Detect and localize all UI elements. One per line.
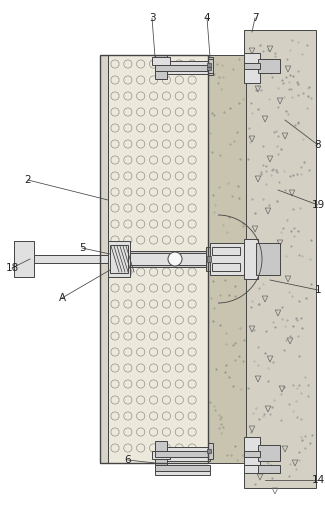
Bar [130,253,208,265]
Bar [258,445,280,461]
Text: 8: 8 [315,140,321,150]
Bar [207,449,211,453]
Bar [34,255,110,263]
Bar [207,67,211,70]
Bar [212,263,240,271]
Bar [155,441,167,465]
Bar [207,63,211,67]
Bar [152,57,170,65]
Bar [155,451,210,457]
Text: 1: 1 [315,285,321,295]
Bar [155,465,210,471]
Bar [256,243,280,275]
Bar [212,247,240,255]
Bar [100,55,208,463]
Bar [244,451,260,457]
Bar [130,251,208,267]
Bar [208,57,213,59]
Text: 14: 14 [311,475,325,485]
Bar [244,239,258,279]
Bar [155,447,210,451]
Text: A: A [58,293,66,303]
Bar [244,465,260,473]
Bar [110,245,128,273]
Bar [155,65,210,71]
Bar [244,30,316,488]
Circle shape [168,252,182,266]
Text: 19: 19 [311,200,325,210]
Text: 4: 4 [204,13,210,23]
Bar [152,451,170,459]
Text: 5: 5 [79,243,85,253]
Text: 18: 18 [6,263,19,273]
Bar [244,53,260,83]
Bar [155,457,210,461]
Bar [208,443,213,459]
Text: 7: 7 [252,13,258,23]
Bar [155,61,210,65]
Bar [155,55,167,79]
Bar [108,241,130,277]
Bar [206,247,212,271]
Bar [208,55,246,463]
Bar [108,55,208,463]
Text: 6: 6 [125,455,131,465]
Bar [155,71,210,74]
Bar [207,256,211,262]
Bar [208,59,213,75]
Bar [155,471,210,475]
Bar [100,55,108,463]
Bar [210,243,244,275]
Bar [208,73,213,75]
Bar [258,59,280,73]
Bar [244,437,260,467]
Text: 2: 2 [25,175,31,185]
Bar [14,241,34,277]
Bar [244,63,260,69]
Bar [258,465,280,473]
Text: 3: 3 [149,13,155,23]
